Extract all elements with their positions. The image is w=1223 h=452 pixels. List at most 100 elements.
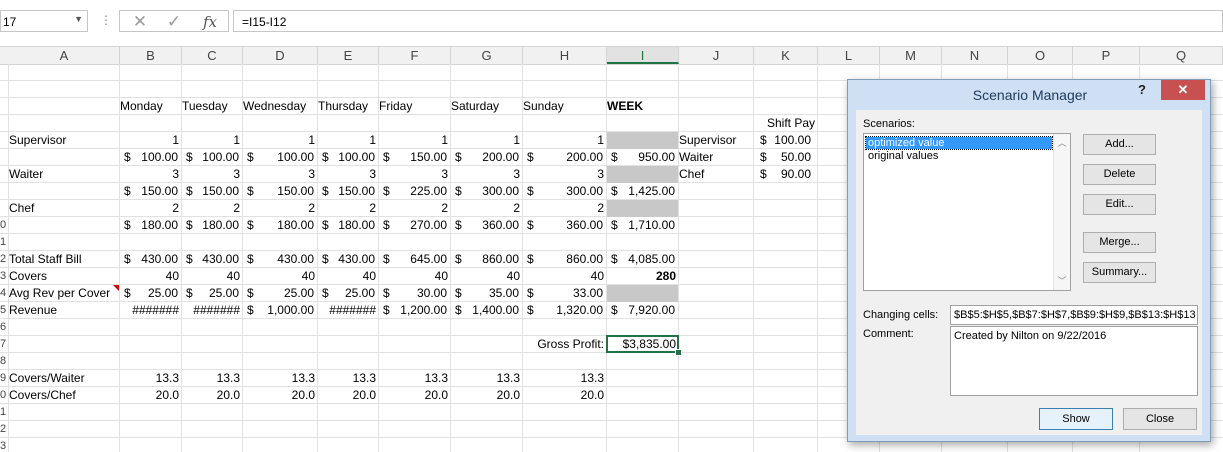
- shift-pay-cell[interactable]: $100.00: [754, 132, 817, 149]
- summary-button[interactable]: Summary...: [1083, 262, 1156, 283]
- row-label[interactable]: Avg Rev per Cover: [9, 286, 111, 300]
- currency-cell[interactable]: $270.00: [379, 217, 450, 234]
- row-number[interactable]: 0: [0, 389, 7, 401]
- ratio-cell[interactable]: 13.3: [580, 371, 604, 385]
- covers-cell[interactable]: 40: [226, 269, 240, 283]
- count-cell[interactable]: 2: [233, 201, 240, 215]
- currency-cell[interactable]: $645.00: [379, 251, 450, 268]
- currency-cell[interactable]: $150.00: [379, 149, 450, 166]
- day-header[interactable]: Tuesday: [182, 99, 228, 113]
- ratio-cell[interactable]: 13.3: [216, 371, 240, 385]
- currency-cell[interactable]: $4,085.00: [607, 251, 678, 268]
- currency-cell[interactable]: $150.00: [243, 183, 317, 200]
- currency-cell[interactable]: $35.00: [451, 285, 522, 302]
- ratio-cell[interactable]: 20.0: [155, 388, 179, 402]
- edit-button[interactable]: Edit...: [1083, 194, 1156, 215]
- currency-cell[interactable]: $430.00: [318, 251, 378, 268]
- scroll-up-icon[interactable]: ︿: [1057, 138, 1067, 148]
- count-cell[interactable]: 2: [597, 201, 604, 215]
- chevron-down-icon[interactable]: ▼: [74, 14, 83, 24]
- formula-input[interactable]: =I15-I12: [233, 10, 1223, 32]
- column-header-c[interactable]: C: [182, 47, 243, 64]
- ratio-cell[interactable]: 20.0: [216, 388, 240, 402]
- currency-cell[interactable]: $33.00: [523, 285, 606, 302]
- ratio-cell[interactable]: 20.0: [424, 388, 448, 402]
- count-cell[interactable]: 2: [441, 201, 448, 215]
- shift-pay-header[interactable]: Shift Pay: [766, 116, 815, 130]
- row-number[interactable]: 0: [0, 219, 7, 231]
- covers-cell[interactable]: 40: [590, 269, 604, 283]
- cancel-icon[interactable]: ✕: [132, 12, 148, 31]
- currency-cell[interactable]: $430.00: [243, 251, 317, 268]
- changing-cells-field[interactable]: $B$5:$H$5,$B$7:$H$7,$B$9:$H$9,$B$13:$H$1…: [950, 305, 1198, 325]
- currency-cell[interactable]: $30.00: [379, 285, 450, 302]
- count-cell[interactable]: 1: [597, 133, 604, 147]
- delete-button[interactable]: Delete: [1083, 164, 1156, 185]
- count-cell[interactable]: 3: [441, 167, 448, 181]
- ratio-cell[interactable]: 20.0: [496, 388, 520, 402]
- row-number[interactable]: 2: [0, 253, 7, 265]
- column-header-q[interactable]: Q: [1140, 47, 1223, 64]
- currency-cell[interactable]: $200.00: [451, 149, 522, 166]
- row-number[interactable]: 6: [0, 321, 7, 333]
- column-header-n[interactable]: N: [942, 47, 1008, 64]
- more-icon[interactable]: ⋮: [100, 13, 112, 27]
- column-header-f[interactable]: F: [379, 47, 451, 64]
- currency-cell[interactable]: $1,320.00: [523, 302, 606, 319]
- shift-role[interactable]: Chef: [679, 167, 705, 181]
- row-number[interactable]: 9: [0, 372, 7, 384]
- count-cell[interactable]: 2: [308, 201, 315, 215]
- currency-cell[interactable]: $360.00: [451, 217, 522, 234]
- scenario-item-original[interactable]: original values: [868, 150, 939, 162]
- add-button[interactable]: Add...: [1083, 134, 1156, 155]
- ratio-cell[interactable]: 13.3: [424, 371, 448, 385]
- count-cell[interactable]: 1: [513, 133, 520, 147]
- gross-profit-label[interactable]: Gross Profit:: [537, 337, 604, 351]
- currency-cell[interactable]: $100.00: [120, 149, 181, 166]
- ratio-cell[interactable]: 20.0: [580, 388, 604, 402]
- overflow-cell[interactable]: #######: [329, 303, 376, 317]
- row-number[interactable]: 3: [0, 440, 7, 452]
- row-number[interactable]: 8: [0, 355, 7, 367]
- currency-cell[interactable]: $1,400.00: [451, 302, 522, 319]
- shift-pay-cell[interactable]: $90.00: [754, 166, 817, 183]
- currency-cell[interactable]: $1,200.00: [379, 302, 450, 319]
- overflow-cell[interactable]: #######: [193, 303, 240, 317]
- shaded-cell[interactable]: [607, 132, 678, 149]
- day-header[interactable]: Sunday: [523, 99, 564, 113]
- row-number[interactable]: 7: [0, 338, 7, 350]
- list-scrollbar[interactable]: ︿ ﹀: [1053, 134, 1070, 290]
- scenarios-list[interactable]: optimized value original values ︿ ﹀: [863, 133, 1071, 291]
- check-icon[interactable]: ✓: [166, 12, 182, 31]
- currency-cell[interactable]: $360.00: [523, 217, 606, 234]
- currency-cell[interactable]: $180.00: [243, 217, 317, 234]
- count-cell[interactable]: 1: [308, 133, 315, 147]
- currency-cell[interactable]: $25.00: [318, 285, 378, 302]
- covers-cell[interactable]: 40: [165, 269, 179, 283]
- currency-cell[interactable]: $180.00: [120, 217, 181, 234]
- currency-cell[interactable]: $225.00: [379, 183, 450, 200]
- day-header[interactable]: Friday: [379, 99, 413, 113]
- count-cell[interactable]: 3: [233, 167, 240, 181]
- covers-cell[interactable]: 40: [362, 269, 376, 283]
- scenario-item-optimized[interactable]: optimized value: [865, 136, 1053, 150]
- row-label[interactable]: Covers/Chef: [9, 388, 76, 402]
- column-header-h[interactable]: H: [523, 47, 607, 64]
- column-header-g[interactable]: G: [451, 47, 523, 64]
- help-icon[interactable]: ?: [1138, 82, 1146, 97]
- covers-cell[interactable]: 40: [301, 269, 315, 283]
- currency-cell[interactable]: $180.00: [182, 217, 242, 234]
- name-box[interactable]: 17 ▼: [0, 10, 88, 32]
- row-number[interactable]: 3: [0, 270, 7, 282]
- row-number[interactable]: 4: [0, 287, 7, 299]
- currency-cell[interactable]: $430.00: [182, 251, 242, 268]
- shaded-cell[interactable]: [607, 166, 678, 183]
- close-button[interactable]: Close: [1123, 408, 1197, 430]
- column-header-d[interactable]: D: [243, 47, 318, 64]
- currency-cell[interactable]: $860.00: [451, 251, 522, 268]
- ratio-cell[interactable]: 13.3: [291, 371, 315, 385]
- ratio-cell[interactable]: 13.3: [352, 371, 376, 385]
- comment-field[interactable]: Created by Nilton on 9/22/2016: [950, 326, 1198, 396]
- count-cell[interactable]: 3: [513, 167, 520, 181]
- currency-cell[interactable]: $100.00: [182, 149, 242, 166]
